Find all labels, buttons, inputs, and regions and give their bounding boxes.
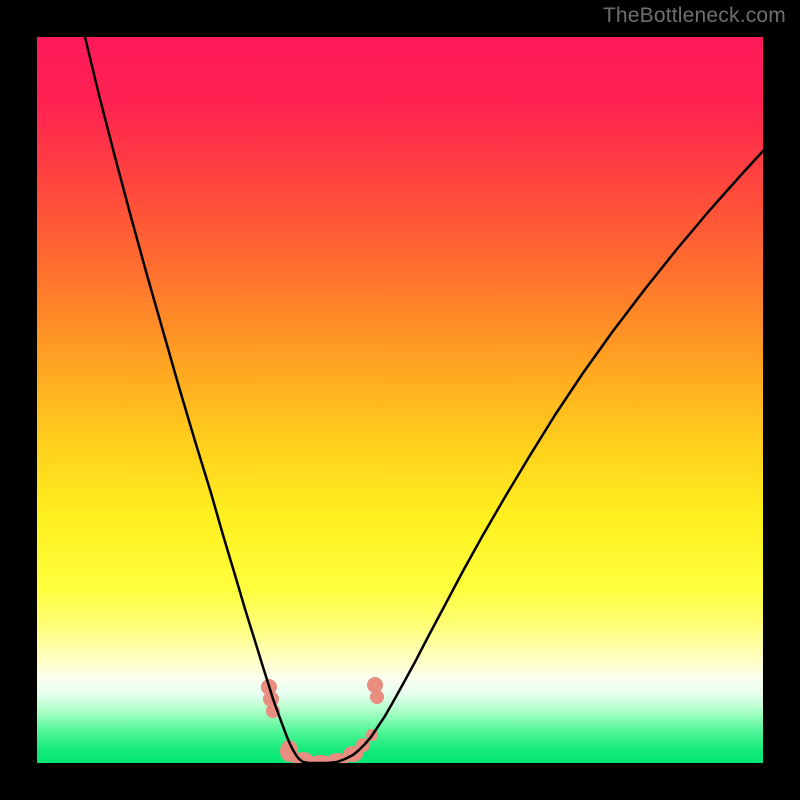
- plot-area: [37, 37, 763, 763]
- curve-overlay: [37, 37, 763, 763]
- marker-dot: [370, 690, 384, 704]
- watermark-text: TheBottleneck.com: [603, 4, 786, 28]
- bottleneck-curve: [85, 37, 763, 763]
